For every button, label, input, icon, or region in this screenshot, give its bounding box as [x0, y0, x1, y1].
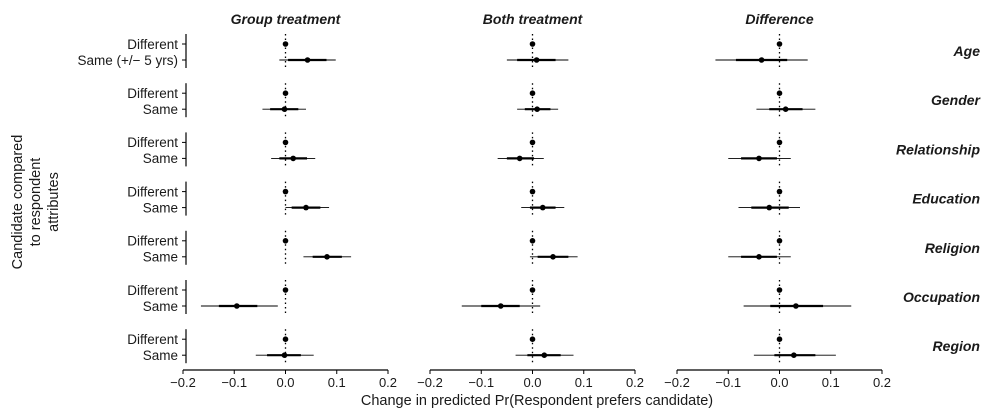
point-relationship-different — [529, 139, 536, 146]
category-label-relationship-different: Different — [127, 135, 178, 150]
point-gender-different — [776, 90, 783, 96]
x-tick-label: −0.1 — [468, 375, 494, 390]
panel-title-difference: Difference — [745, 11, 813, 27]
x-tick-label: 0.0 — [523, 375, 541, 390]
y-axis-title-line: Candidate compared — [10, 135, 26, 270]
category-label-age-different: Different — [127, 37, 178, 52]
x-tick-label: −0.2 — [664, 375, 690, 390]
x-tick-label: 0.1 — [328, 375, 346, 390]
point-age-different — [282, 41, 289, 47]
point-gender-same — [782, 106, 789, 112]
facet-row-label-occupation: Occupation — [903, 289, 980, 305]
x-axis-title: Change in predicted Pr(Respondent prefer… — [361, 393, 713, 409]
category-label-religion-different: Different — [127, 234, 178, 249]
point-relationship-different — [282, 139, 289, 146]
point-region-different — [282, 336, 289, 343]
category-label-gender-different: Different — [127, 86, 178, 101]
point-age-same-5-yrs — [304, 57, 311, 63]
category-label-gender-same: Same — [143, 102, 178, 117]
point-religion-different — [282, 238, 289, 244]
point-age-same-5-yrs — [758, 57, 765, 63]
y-axis-title-line: to respondent — [28, 158, 44, 247]
point-religion-same — [550, 253, 556, 260]
point-occupation-same — [497, 303, 504, 309]
x-tick-label: −0.1 — [715, 375, 741, 390]
x-tick-label: −0.2 — [417, 375, 443, 390]
panel-title-group-treatment: Group treatment — [231, 11, 342, 27]
point-gender-different — [529, 90, 536, 96]
facet-row-label-region: Region — [933, 338, 980, 354]
category-label-education-different: Different — [127, 184, 178, 199]
x-tick-label: 0.0 — [276, 375, 294, 390]
panel-both-treatment: Both treatment −0.2 −0.1 0.0 0.1 0.2 — [417, 11, 644, 390]
category-label-age-same-5-yrs: Same (+/− 5 yrs) — [77, 53, 178, 68]
panel-difference: Difference −0.2 −0.1 0.0 0.1 0.2 — [664, 11, 891, 390]
point-gender-same — [534, 106, 540, 112]
x-tick-label: 0.1 — [575, 375, 593, 390]
x-tick-label: 0.0 — [770, 375, 788, 390]
point-education-different — [282, 188, 289, 195]
facet-row-label-relationship: Relationship — [896, 141, 980, 157]
facet-row-labels: Age Gender Relationship Education Religion Oc… — [896, 43, 982, 354]
point-region-different — [776, 336, 783, 343]
category-label-occupation-different: Different — [127, 283, 178, 298]
point-age-same-5-yrs — [533, 57, 540, 63]
point-region-different — [529, 336, 536, 343]
facet-row-label-gender: Gender — [931, 92, 982, 108]
x-tick-label: −0.1 — [221, 375, 247, 390]
category-label-education-same: Same — [143, 200, 178, 215]
point-relationship-same — [516, 155, 523, 162]
point-age-different — [776, 41, 783, 47]
point-region-same — [541, 352, 548, 359]
x-tick-label: 0.2 — [379, 375, 397, 390]
point-occupation-different — [282, 287, 289, 293]
x-tick-label: −0.2 — [170, 375, 196, 390]
point-religion-different — [776, 238, 783, 244]
point-education-different — [529, 188, 536, 195]
point-occupation-different — [529, 287, 536, 293]
category-label-relationship-same: Same — [143, 151, 178, 166]
category-label-region-different: Different — [127, 332, 178, 347]
point-religion-different — [529, 238, 536, 244]
category-label-occupation-same: Same — [143, 299, 178, 314]
point-age-different — [529, 41, 536, 47]
y-axis-title: Candidate compared to respondent attribute… — [10, 135, 62, 270]
point-gender-different — [282, 90, 289, 96]
point-relationship-same — [290, 155, 296, 162]
point-region-same — [281, 352, 288, 359]
panel-title-both-treatment: Both treatment — [483, 11, 584, 27]
point-education-different — [776, 188, 783, 195]
point-occupation-different — [776, 287, 783, 293]
x-tick-label: 0.2 — [873, 375, 891, 390]
point-religion-same — [756, 253, 762, 260]
x-tick-label: 0.1 — [822, 375, 840, 390]
facet-row-label-age: Age — [953, 43, 981, 59]
x-tick-label: 0.2 — [626, 375, 644, 390]
point-region-same — [791, 352, 797, 359]
point-education-same — [766, 204, 773, 211]
point-gender-same — [281, 106, 288, 112]
category-label-religion-same: Same — [143, 250, 178, 265]
point-religion-same — [324, 253, 330, 260]
point-relationship-same — [756, 155, 762, 162]
y-axis-title-line: attributes — [46, 172, 62, 232]
panel-group-treatment: Group treatment −0.2 −0.1 0.0 0.1 0.2 — [170, 11, 397, 390]
point-occupation-same — [234, 303, 240, 309]
point-education-same — [539, 204, 546, 211]
point-relationship-different — [776, 139, 783, 146]
facet-row-label-education: Education — [912, 191, 980, 207]
point-occupation-same — [793, 303, 799, 309]
point-education-same — [303, 204, 309, 211]
category-label-region-same: Same — [143, 348, 178, 363]
facet-row-label-religion: Religion — [925, 240, 980, 256]
